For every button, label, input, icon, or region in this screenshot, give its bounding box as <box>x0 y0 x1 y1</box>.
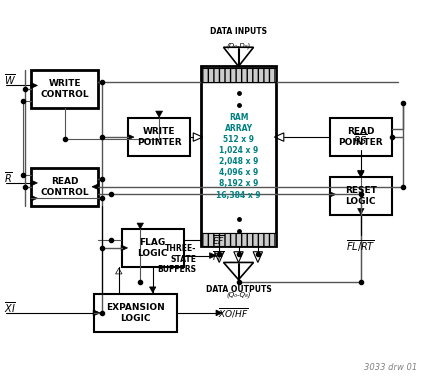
Text: RAM
ARRAY
512 x 9
1,024 x 9
2,048 x 9
4,096 x 9
8,192 x 9
16,384 x 9: RAM ARRAY 512 x 9 1,024 x 9 2,048 x 9 4,… <box>216 113 261 199</box>
Polygon shape <box>31 83 38 88</box>
Text: $\overline{RS}$: $\overline{RS}$ <box>353 132 368 147</box>
FancyBboxPatch shape <box>128 118 190 156</box>
Polygon shape <box>358 209 364 214</box>
FancyBboxPatch shape <box>32 167 98 206</box>
Text: $\overline{FL/RT}$: $\overline{FL/RT}$ <box>346 238 376 254</box>
Text: $\overline{EF}$: $\overline{EF}$ <box>212 233 225 247</box>
Text: DATA OUTPUTS: DATA OUTPUTS <box>206 285 271 295</box>
Polygon shape <box>216 310 222 316</box>
Text: DATA INPUTS: DATA INPUTS <box>210 27 267 37</box>
FancyBboxPatch shape <box>330 177 392 216</box>
Text: $\overline{XI}$: $\overline{XI}$ <box>3 300 16 315</box>
FancyBboxPatch shape <box>121 229 184 267</box>
Text: READ
POINTER: READ POINTER <box>339 127 383 147</box>
Text: $\overline{W}$: $\overline{W}$ <box>3 72 16 87</box>
Text: FLAG
LOGIC: FLAG LOGIC <box>137 238 168 258</box>
Bar <box>201 68 276 82</box>
Text: WRITE
POINTER: WRITE POINTER <box>137 127 181 147</box>
Text: RESET
LOGIC: RESET LOGIC <box>345 186 377 206</box>
Polygon shape <box>137 223 143 229</box>
Text: WRITE
CONTROL: WRITE CONTROL <box>40 79 89 99</box>
FancyBboxPatch shape <box>201 66 276 246</box>
Polygon shape <box>210 238 216 243</box>
Text: $\overline{R}$: $\overline{R}$ <box>3 170 12 185</box>
Text: $\overline{XO/HF}$: $\overline{XO/HF}$ <box>218 306 249 320</box>
Polygon shape <box>93 310 100 316</box>
Polygon shape <box>93 310 100 316</box>
Text: (Q₀-Q₈): (Q₀-Q₈) <box>226 292 251 298</box>
Polygon shape <box>31 180 38 186</box>
Polygon shape <box>156 111 162 117</box>
Text: 3033 drw 01: 3033 drw 01 <box>365 363 418 372</box>
FancyBboxPatch shape <box>32 70 98 109</box>
Polygon shape <box>121 245 127 251</box>
Polygon shape <box>149 287 156 293</box>
Polygon shape <box>127 134 134 140</box>
Text: READ
CONTROL: READ CONTROL <box>40 177 89 197</box>
FancyBboxPatch shape <box>94 294 178 332</box>
Bar <box>201 233 276 246</box>
Text: $\overline{FF}$: $\overline{FF}$ <box>212 249 224 263</box>
Polygon shape <box>358 171 364 177</box>
FancyBboxPatch shape <box>330 118 392 156</box>
Polygon shape <box>358 170 364 176</box>
Polygon shape <box>92 184 98 190</box>
Polygon shape <box>31 195 38 201</box>
Text: (D₀-D₈): (D₀-D₈) <box>226 42 251 49</box>
Polygon shape <box>210 253 216 258</box>
Text: EXPANSION
LOGIC: EXPANSION LOGIC <box>106 303 165 323</box>
Text: THREE-
STATE
BUFFERS: THREE- STATE BUFFERS <box>158 244 197 274</box>
Polygon shape <box>329 192 336 197</box>
